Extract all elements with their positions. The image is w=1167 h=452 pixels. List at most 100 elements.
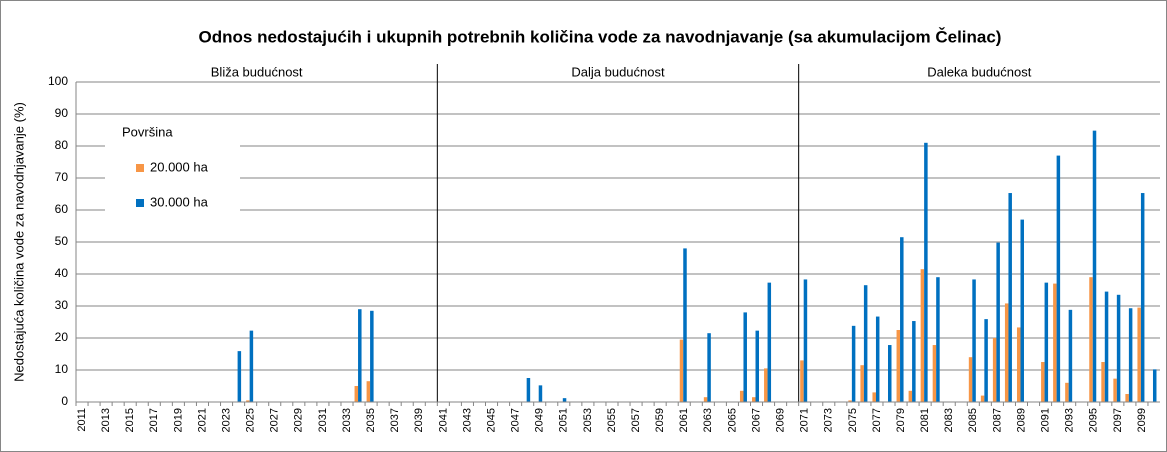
x-tick-label: 2087: [991, 408, 1003, 432]
bar: [1068, 309, 1073, 402]
bar: [683, 248, 687, 402]
y-tick-label: 30: [55, 298, 69, 312]
x-tick-label: 2099: [1136, 408, 1148, 432]
bar: [1101, 362, 1105, 402]
x-tick-label: 2027: [269, 408, 281, 432]
bar: [743, 312, 747, 402]
bar: [249, 330, 254, 402]
bar: [908, 390, 913, 402]
x-tick-label: 2015: [124, 408, 136, 432]
bar: [800, 360, 804, 402]
bar: [972, 279, 976, 402]
x-tick-label: 2095: [1088, 408, 1100, 432]
x-tick-label: 2013: [100, 408, 112, 432]
x-tick-label: 2089: [1015, 408, 1027, 432]
x-tick-label: 2019: [172, 408, 184, 432]
x-tick-label: 2017: [148, 408, 160, 432]
legend-swatch: [136, 164, 144, 172]
bar: [1089, 277, 1093, 402]
bar: [860, 365, 864, 402]
bar: [900, 237, 904, 402]
bar: [246, 400, 250, 402]
y-tick-label: 70: [55, 170, 69, 184]
x-tick-label: 2067: [750, 408, 762, 432]
bar: [562, 398, 567, 402]
x-tick-label: 2049: [534, 408, 546, 432]
x-tick-label: 2059: [654, 408, 666, 432]
x-tick-label: 2043: [461, 408, 473, 432]
bar: [358, 309, 362, 402]
x-tick-label: 2085: [967, 408, 979, 432]
legend-title: Površina: [122, 124, 173, 139]
bar: [679, 339, 684, 402]
bar: [739, 390, 744, 402]
x-tick-label: 2081: [919, 408, 931, 432]
bar: [1092, 130, 1097, 402]
bar: [354, 386, 359, 402]
y-tick-label: 20: [55, 330, 69, 344]
bar: [803, 279, 808, 402]
bar: [851, 325, 856, 402]
bar: [538, 385, 543, 402]
x-tick-label: 2053: [582, 408, 594, 432]
x-tick-label: 2093: [1064, 408, 1076, 432]
y-tick-label: 100: [48, 74, 68, 88]
bar: [920, 269, 925, 402]
x-tick-label: 2025: [245, 408, 257, 432]
bar: [1137, 307, 1141, 402]
x-tick-label: 2023: [220, 408, 232, 432]
bar: [980, 395, 985, 402]
x-tick-label: 2021: [196, 408, 208, 432]
period-label: Daleka budućnost: [927, 64, 1031, 79]
x-tick-label: 2073: [823, 408, 835, 432]
x-tick-label: 2083: [943, 408, 955, 432]
bar: [924, 142, 928, 403]
bar: [968, 357, 973, 402]
bar: [1016, 327, 1021, 402]
bar: [1116, 294, 1121, 402]
y-axis-label: Nedostajuća količina vode za navodnjavan…: [11, 102, 26, 382]
x-tick-label: 2063: [702, 408, 714, 432]
bar: [1113, 378, 1117, 402]
chart-title: Odnos nedostajućih i ukupnih potrebnih k…: [199, 27, 1002, 46]
x-tick-label: 2039: [413, 408, 425, 432]
x-tick-label: 2079: [895, 408, 907, 432]
bar: [1065, 382, 1069, 402]
bar: [752, 397, 756, 402]
bar: [1104, 291, 1109, 402]
period-label: Bliža budućnost: [211, 64, 303, 79]
x-tick-label: 2065: [726, 408, 738, 432]
bar: [848, 400, 852, 402]
bar: [1041, 362, 1045, 402]
bar: [912, 321, 916, 402]
bar: [1152, 369, 1157, 402]
x-tick-label: 2057: [630, 408, 642, 432]
y-tick-label: 90: [55, 106, 69, 120]
period-label: Dalja budućnost: [571, 64, 665, 79]
legend-label: 20.000 ha: [150, 159, 209, 174]
bar: [932, 345, 937, 402]
x-tick-label: 2051: [558, 408, 570, 432]
x-tick-label: 2055: [606, 408, 618, 432]
bar: [936, 277, 940, 402]
x-tick-label: 2045: [485, 408, 497, 432]
legend-box: [105, 120, 240, 225]
x-tick-label: 2029: [293, 408, 305, 432]
bar: [888, 345, 892, 402]
x-tick-label: 2037: [389, 408, 401, 432]
bar: [767, 282, 772, 402]
bar: [1125, 394, 1129, 402]
bar: [896, 330, 901, 402]
bar: [984, 319, 988, 402]
bar: [366, 381, 371, 402]
bar: [370, 310, 374, 402]
y-tick-label: 60: [55, 202, 69, 216]
bar: [1056, 155, 1061, 402]
bar: [755, 330, 760, 402]
bar: [237, 351, 242, 402]
bar: [1008, 193, 1012, 402]
bar: [1044, 282, 1049, 402]
x-tick-label: 2077: [871, 408, 883, 432]
bar: [1053, 283, 1057, 402]
